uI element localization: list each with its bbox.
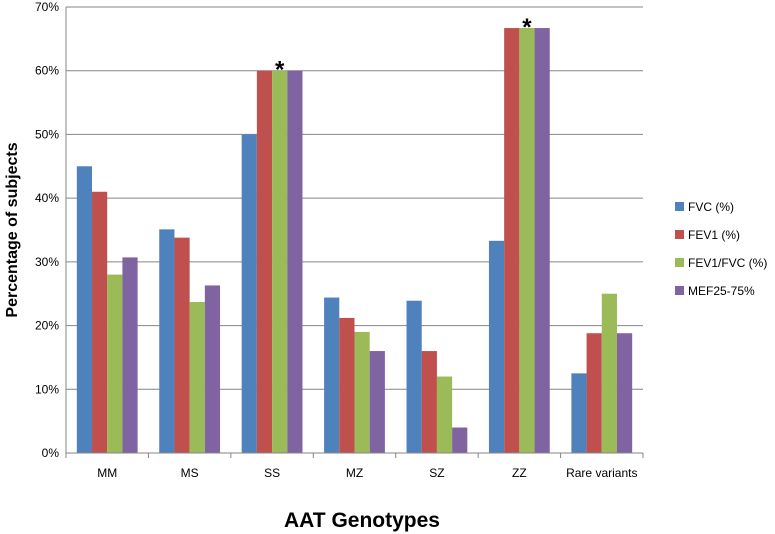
bar — [241, 134, 257, 453]
bar — [436, 376, 453, 453]
bar — [122, 257, 138, 453]
bar — [534, 28, 550, 453]
bar — [189, 301, 205, 453]
bar — [586, 333, 602, 453]
bar — [107, 274, 123, 453]
bar — [92, 191, 108, 453]
x-tick-label: Rare variants — [566, 466, 637, 480]
bar — [504, 28, 520, 453]
y-tick-label: 70% — [35, 0, 59, 14]
legend-label: MEF25-75% — [688, 284, 755, 298]
legend: FVC (%) FEV1 (%) FEV1/FVC (%) MEF25-75% — [675, 200, 767, 298]
y-tick-label: 40% — [35, 191, 59, 205]
x-tick-label: MM — [97, 466, 117, 480]
bar — [601, 293, 617, 453]
bar — [324, 297, 340, 453]
significance-asterisk: * — [522, 14, 532, 41]
bar — [519, 28, 535, 453]
y-tick-label: 20% — [35, 319, 59, 333]
legend-swatch — [675, 230, 684, 239]
legend-label: FVC (%) — [688, 200, 734, 214]
y-tick-label: 30% — [35, 255, 59, 269]
x-tick-label: SZ — [429, 466, 444, 480]
y-tick-label: 60% — [35, 64, 59, 78]
bar — [287, 70, 303, 453]
bar — [76, 166, 93, 454]
legend-label: FEV1/FVC (%) — [688, 256, 767, 270]
x-tick-label: SS — [264, 466, 280, 480]
bar — [272, 70, 288, 453]
bar — [488, 240, 505, 453]
x-tick-label: MZ — [346, 466, 363, 480]
bar — [354, 331, 370, 453]
significance-asterisk: * — [275, 57, 285, 84]
y-tick-label: 50% — [35, 127, 59, 141]
bar — [159, 229, 175, 453]
bar — [616, 333, 633, 453]
y-tick-label: 0% — [42, 446, 60, 460]
y-tick-labels: 0% 10% 20% 30% 40% 50% 60% 70% — [35, 0, 59, 460]
x-tick-labels: MM MS SS MZ SZ ZZ Rare variants — [97, 466, 637, 480]
axes — [65, 7, 644, 458]
legend-swatch — [675, 202, 684, 211]
bar — [339, 317, 355, 453]
legend-label: FEV1 (%) — [688, 228, 740, 242]
x-tick-label: ZZ — [512, 466, 527, 480]
bar — [452, 427, 468, 453]
y-axis-title: Percentage of subjects — [4, 142, 21, 317]
legend-swatch — [675, 286, 684, 295]
bar — [256, 70, 273, 453]
x-axis-title: AAT Genotypes — [284, 509, 440, 532]
bar — [406, 300, 422, 453]
annotations: ** — [275, 14, 532, 84]
y-tick-label: 10% — [35, 382, 59, 396]
legend-swatch — [675, 258, 684, 267]
x-tick-label: MS — [181, 466, 199, 480]
bar — [369, 351, 385, 453]
bar — [571, 373, 587, 453]
bars — [76, 28, 633, 454]
bar — [421, 351, 437, 453]
bar — [204, 285, 221, 453]
bar — [174, 237, 190, 453]
